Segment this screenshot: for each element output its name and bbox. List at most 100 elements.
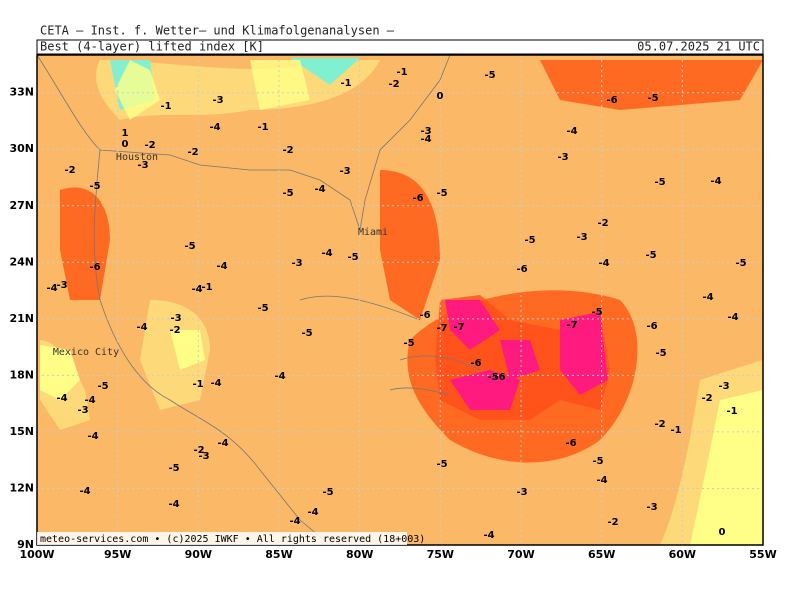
lon-label: 95W xyxy=(104,548,131,561)
contour-label: -5 xyxy=(592,456,603,467)
lat-label: 21N xyxy=(9,312,34,325)
contour-label: -5 xyxy=(282,188,293,199)
lat-label: 30N xyxy=(9,142,34,155)
contour-label: -5 xyxy=(655,348,666,359)
contour-label: 0 xyxy=(122,139,129,150)
contour-label: -5 xyxy=(97,381,108,392)
contour-label: -4 xyxy=(79,486,90,497)
contour-label: -4 xyxy=(289,516,300,527)
contour-label: -3 xyxy=(646,502,657,513)
contour-label: -7 xyxy=(436,323,447,334)
contour-label: -5 xyxy=(301,328,312,339)
contour-label: -3 xyxy=(420,126,431,137)
contour-label: -5 xyxy=(524,235,535,246)
contour-label: -6 xyxy=(494,372,505,383)
contour-label: -1 xyxy=(670,425,681,436)
contour-label: -4 xyxy=(702,292,713,303)
lat-label: 9N xyxy=(17,538,34,551)
contour-label: -1 xyxy=(192,379,203,390)
contour-label: -5 xyxy=(654,177,665,188)
contour-label: -4 xyxy=(314,184,325,195)
contour-label: -4 xyxy=(210,378,221,389)
contour-label: -6 xyxy=(646,321,657,332)
contour-label: -4 xyxy=(217,438,228,449)
contour-label: -2 xyxy=(64,165,75,176)
contour-label: -3 xyxy=(557,152,568,163)
contour-label: -4 xyxy=(596,475,607,486)
contour-label: -1 xyxy=(160,101,171,112)
contour-label: -5 xyxy=(591,307,602,318)
contour-label: -5 xyxy=(647,93,658,104)
contour-label: -5 xyxy=(403,338,414,349)
contour-label: -4 xyxy=(168,499,179,510)
contour-label: -6 xyxy=(606,95,617,106)
lat-label: 18N xyxy=(9,368,34,381)
field-name: Best (4-layer) lifted index [K] xyxy=(40,40,264,54)
contour-label: -4 xyxy=(598,258,609,269)
lon-label: 75W xyxy=(427,548,454,561)
contour-label: -4 xyxy=(420,134,431,145)
lat-label: 33N xyxy=(9,86,34,99)
contour-label: -5 xyxy=(436,459,447,470)
lon-label: 60W xyxy=(669,548,696,561)
contour-label: -4 xyxy=(136,322,147,333)
contour-label: -2 xyxy=(187,147,198,158)
lon-label: 90W xyxy=(185,548,212,561)
contour-label: -5 xyxy=(487,372,498,383)
contour-label: -4 xyxy=(274,371,285,382)
contour-label: -3 xyxy=(291,258,302,269)
contour-label: -4 xyxy=(566,126,577,137)
city-label: Miami xyxy=(358,227,388,238)
contour-label: -5 xyxy=(347,252,358,263)
contour-label: -4 xyxy=(46,283,57,294)
contour-label: -2 xyxy=(193,445,204,456)
contour-label: -4 xyxy=(321,248,332,259)
lon-label: 65W xyxy=(588,548,615,561)
contour-label: -6 xyxy=(412,193,423,204)
contour-label: -6 xyxy=(565,438,576,449)
contour-label: -5 xyxy=(436,188,447,199)
lon-label: 85W xyxy=(265,548,292,561)
contour-label: -1 xyxy=(257,122,268,133)
lon-label: 70W xyxy=(507,548,534,561)
contour-label: -2 xyxy=(169,325,180,336)
lat-label: 15N xyxy=(9,425,34,438)
contour-label: -3 xyxy=(516,487,527,498)
contour-label: -3 xyxy=(212,95,223,106)
contour-label: -4 xyxy=(483,530,494,541)
contour-label: -5 xyxy=(322,487,333,498)
contour-label: -1 xyxy=(726,406,737,417)
contour-label: -6 xyxy=(419,310,430,321)
contour-label: -2 xyxy=(607,517,618,528)
contour-label: -2 xyxy=(144,140,155,151)
contour-label: -2 xyxy=(701,393,712,404)
contour-label: -3 xyxy=(718,381,729,392)
contour-label: -4 xyxy=(710,176,721,187)
contour-label: -4 xyxy=(209,122,220,133)
contour-label: -4 xyxy=(727,312,738,323)
lon-label: 55W xyxy=(749,548,776,561)
contour-label: -2 xyxy=(282,145,293,156)
footer-box xyxy=(37,532,407,545)
contour-label: -6 xyxy=(470,358,481,369)
contour-label: -5 xyxy=(484,70,495,81)
contour-label: -7 xyxy=(566,320,577,331)
contour-label: -3 xyxy=(576,232,587,243)
contour-label: -4 xyxy=(307,507,318,518)
header-box xyxy=(36,39,764,55)
contour-label: -2 xyxy=(597,218,608,229)
contour-label: -2 xyxy=(388,79,399,90)
contour-label: -1 xyxy=(396,67,407,78)
contour-label: -6 xyxy=(516,264,527,275)
contour-label: -4 xyxy=(84,395,95,406)
lon-label: 100W xyxy=(19,548,54,561)
contour-label: -1 xyxy=(340,78,351,89)
lat-label: 12N xyxy=(9,481,34,494)
contour-label: -7 xyxy=(453,322,464,333)
valid-time: 05.07.2025 21 UTC xyxy=(637,40,760,54)
contour-label: -1 xyxy=(201,282,212,293)
city-label: Mexico City xyxy=(53,347,119,358)
contour-label: -5 xyxy=(257,303,268,314)
contour-label: -3 xyxy=(198,451,209,462)
